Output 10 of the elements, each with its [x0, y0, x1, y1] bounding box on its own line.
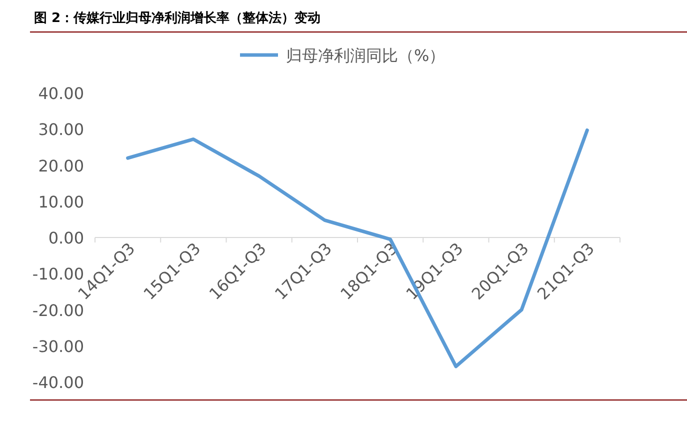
y-tick-label: -30.00: [32, 336, 84, 356]
chart-title: 图 2：传媒行业归母净利润增长率（整体法）变动: [34, 10, 321, 26]
y-tick-label: 20.00: [38, 156, 84, 176]
y-tick-label: 10.00: [38, 192, 84, 212]
y-tick-label: 40.00: [38, 84, 84, 103]
y-tick-label: -40.00: [32, 373, 84, 392]
legend-label: 归母净利润同比（%）: [286, 46, 446, 65]
y-tick-label: 0.00: [48, 228, 84, 248]
y-tick-label: -20.00: [32, 300, 84, 320]
y-tick-label: 30.00: [38, 120, 84, 140]
